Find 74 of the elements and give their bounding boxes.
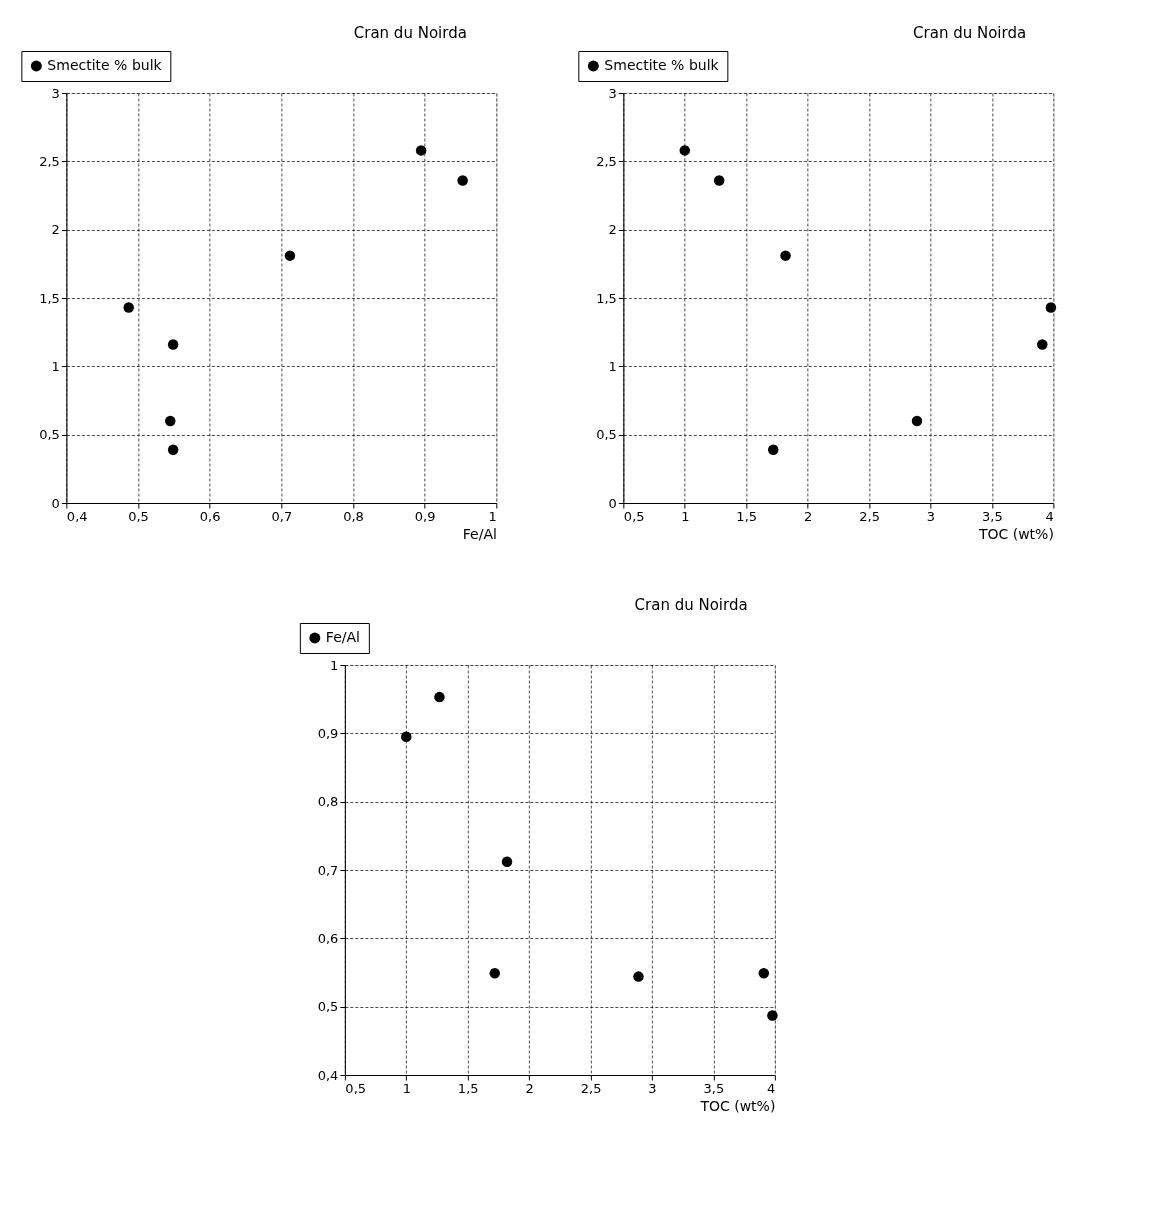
x-tick-label: 1 [681,508,690,524]
point [167,444,179,455]
x-tick-label: 1 [402,1080,411,1096]
x-tick-label: 0,9 [414,508,436,524]
x-tick-label: 0,8 [343,508,364,524]
point [633,971,644,982]
point [457,175,468,186]
point [489,967,500,979]
x-tick-label: 2 [804,508,813,524]
point [768,444,779,455]
point [679,145,691,156]
x-tick-label: 2,5 [859,508,880,524]
point [284,250,296,261]
point [165,415,176,427]
y-tick-label: 0,5 [317,999,339,1015]
x-tick-label: 4 [1045,508,1054,524]
point [415,145,427,156]
x-axis-title: TOC (wt%) [977,525,1054,542]
y-tick-label: 1 [330,657,339,673]
x-tick-label: 2 [525,1080,534,1096]
y-tick-label: 0,8 [317,794,339,810]
chart-title: Cran du Noirda [634,595,748,614]
point [1045,302,1057,313]
point [401,731,412,742]
point [123,302,134,313]
point [167,339,179,350]
point [780,250,791,261]
x-tick-label: 0,4 [66,508,88,524]
point [758,967,770,979]
point [767,1010,778,1021]
y-tick-label: 2 [51,222,60,238]
y-tick-label: 0,9 [317,725,339,741]
y-tick-label: 0,5 [39,427,60,443]
x-tick-label: 1,5 [736,508,758,524]
legend-label: Fe/Al [325,629,360,645]
x-tick-label: 3,5 [982,508,1003,524]
point [911,415,923,427]
point [434,691,445,703]
x-tick-label: 0,5 [623,508,645,524]
chart-title: Cran du Noirda [913,23,1027,42]
y-tick-label: 1,5 [596,290,617,306]
y-tick-label: 0 [608,495,617,511]
x-tick-label: 1 [488,508,497,524]
y-tick-label: 2 [608,222,617,238]
point [501,856,513,868]
x-tick-label: 3 [926,508,936,524]
x-axis-title: Fe/Al [462,525,497,542]
y-tick-label: 0,6 [317,930,339,946]
x-axis-title: TOC (wt%) [699,1097,776,1114]
legend-label: Smectite % bulk [47,57,163,73]
x-tick-label: 3,5 [703,1080,725,1096]
chart-title: Cran du Noirda [353,23,467,42]
y-tick-label: 0,4 [317,1067,339,1083]
y-tick-label: 2,5 [39,153,60,169]
x-tick-label: 1,5 [457,1080,479,1096]
x-tick-label: 0,7 [271,508,293,524]
y-tick-label: 3 [608,85,617,101]
x-tick-label: 0,5 [345,1080,367,1096]
x-tick-label: 0,5 [128,508,149,524]
legend-label: Smectite % bulk [604,57,720,73]
x-tick-label: 3 [648,1080,657,1096]
y-tick-label: 1,5 [39,290,60,306]
y-tick-label: 0,5 [596,427,617,443]
x-tick-label: 4 [767,1080,776,1096]
y-tick-label: 0,7 [317,862,339,878]
x-tick-label: 0,6 [199,508,221,524]
y-tick-label: 1 [51,358,60,374]
y-tick-label: 1 [608,358,617,374]
point [713,175,725,186]
y-tick-label: 3 [51,85,60,101]
x-tick-label: 2,5 [580,1080,602,1096]
y-tick-label: 0 [51,495,60,511]
point [1037,339,1048,350]
y-tick-label: 2,5 [596,153,617,169]
